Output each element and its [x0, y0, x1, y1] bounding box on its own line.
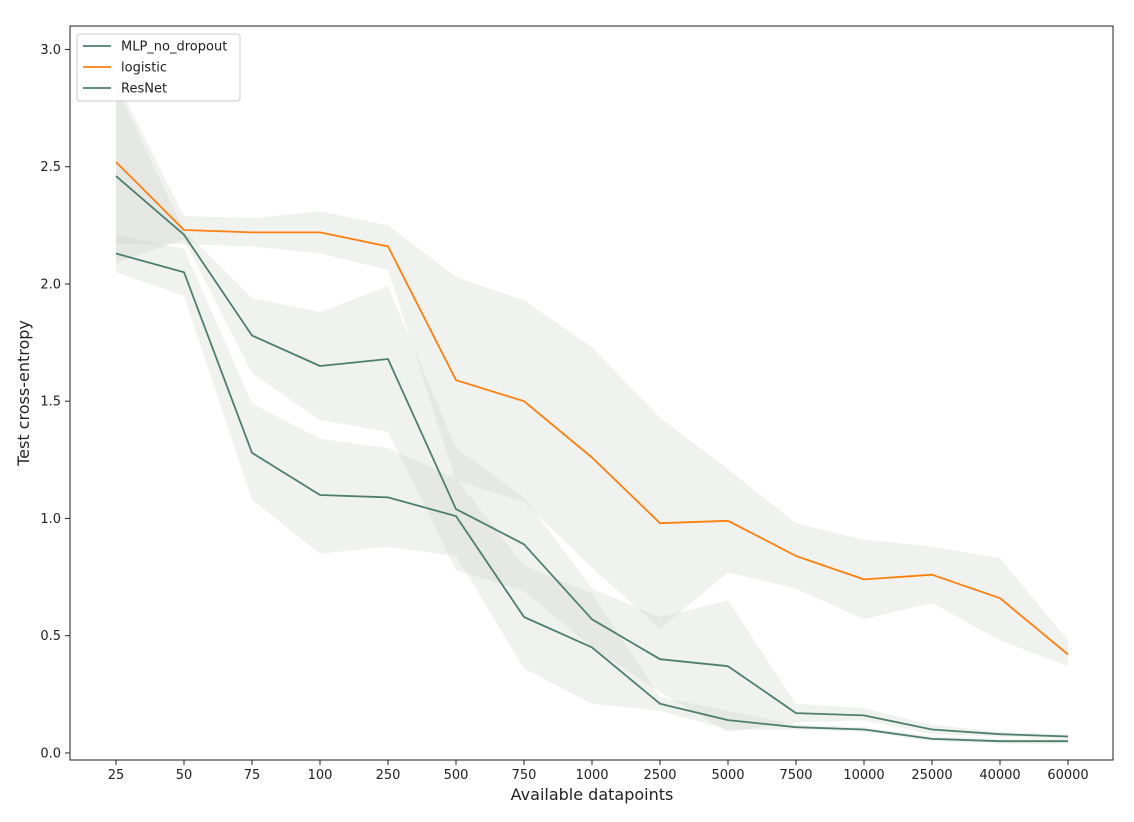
x-tick-label: 2500 [643, 768, 676, 783]
y-tick-label: 2.0 [40, 277, 61, 292]
x-tick-label: 10000 [843, 768, 884, 783]
y-tick-label: 1.5 [40, 395, 61, 410]
x-axis-label: Available datapoints [511, 785, 674, 804]
x-axis-ticks: 25 50 75 100 250 500 750 1000 2500 5000 7500 10000 2… [108, 760, 1089, 783]
x-tick-label: 7500 [779, 768, 812, 783]
x-tick-label: 25000 [911, 768, 952, 783]
line-series-1 [115, 161, 1069, 656]
y-axis-ticks: 0.0 0.5 1.0 1.5 2.0 2.5 3.0 [40, 43, 70, 761]
y-tick-label: 0.0 [40, 746, 61, 761]
x-tick-label: 500 [444, 768, 469, 783]
x-tick-label: 25 [108, 768, 125, 783]
y-axis-label: Test cross-entropy [14, 320, 33, 467]
legend-box [76, 33, 241, 102]
y-tick-label: 0.5 [40, 629, 61, 644]
x-tick-label: 40000 [979, 768, 1020, 783]
confidence-bands [116, 79, 1068, 744]
x-tick-label: 50 [176, 768, 193, 783]
plot-background [70, 26, 1113, 760]
band-series-1 [116, 79, 1068, 667]
y-tick-label: 3.0 [40, 43, 61, 58]
band-series-0 [116, 87, 1068, 739]
x-tick-label: 1000 [575, 768, 608, 783]
line-series-2 [115, 252, 1068, 743]
legend: MLP_no_dropout logistic ResNet [76, 33, 241, 102]
x-tick-label: 100 [308, 768, 333, 783]
y-tick-label: 2.5 [40, 160, 61, 175]
band-series-2 [116, 234, 1068, 744]
x-tick-label: 75 [244, 768, 261, 783]
x-tick-label: 750 [512, 768, 537, 783]
y-tick-label: 1.0 [40, 512, 61, 527]
line-series-0 [115, 175, 1069, 738]
x-tick-label: 250 [376, 768, 401, 783]
legend-label: MLP_no_dropout [121, 40, 227, 55]
legend-label: ResNet [121, 82, 167, 97]
x-tick-label: 60000 [1047, 768, 1088, 783]
x-tick-label: 5000 [711, 768, 744, 783]
series-lines [115, 161, 1069, 743]
legend-label: logistic [121, 61, 167, 76]
